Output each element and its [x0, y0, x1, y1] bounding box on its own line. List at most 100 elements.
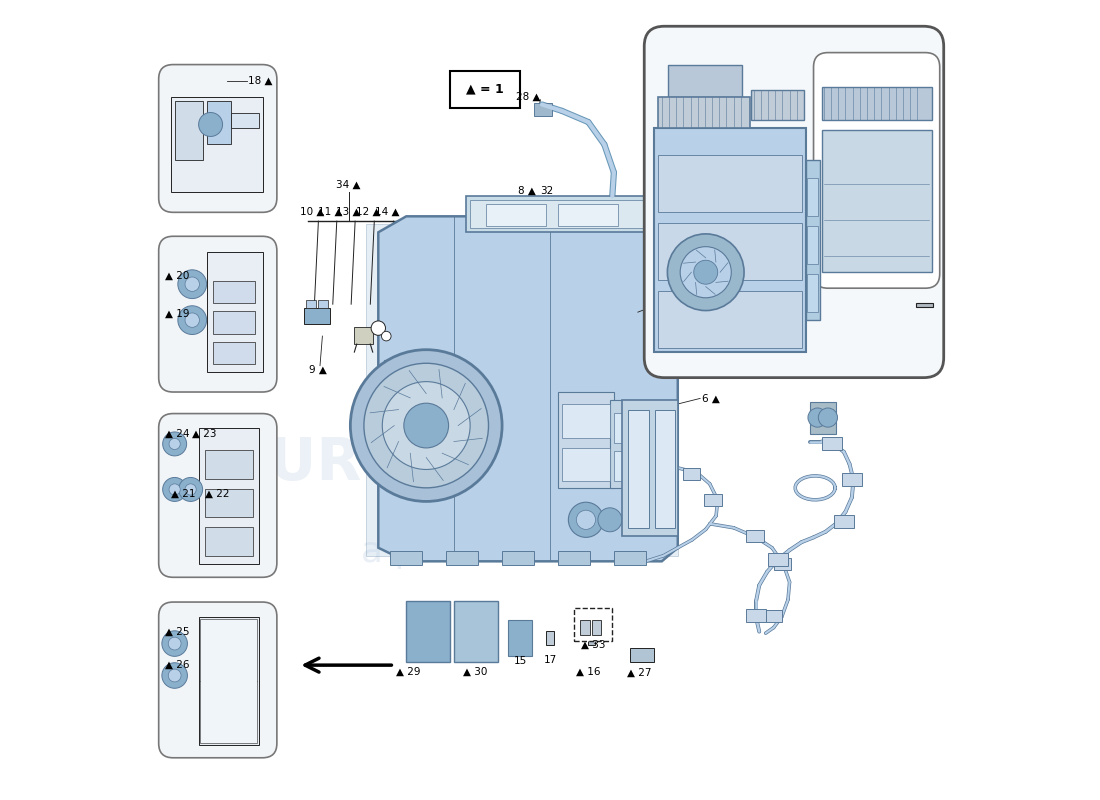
Polygon shape: [454, 602, 498, 662]
Text: 32: 32: [540, 186, 553, 196]
Text: Old solution: Old solution: [848, 236, 899, 245]
Bar: [213, 311, 254, 334]
Bar: [558, 392, 614, 488]
Text: ▲ 25: ▲ 25: [165, 626, 189, 637]
Circle shape: [178, 478, 202, 502]
Polygon shape: [470, 200, 650, 228]
Text: 6 ▲: 6 ▲: [702, 394, 719, 403]
Bar: [205, 489, 253, 518]
Circle shape: [818, 408, 837, 427]
Bar: [654, 410, 675, 528]
Bar: [823, 437, 843, 450]
Circle shape: [169, 438, 180, 450]
Circle shape: [163, 432, 187, 456]
Bar: [562, 448, 609, 482]
Bar: [805, 243, 818, 253]
Text: 12 ▲: 12 ▲: [355, 206, 381, 216]
Bar: [628, 410, 649, 528]
Bar: [834, 515, 855, 528]
Text: 4: 4: [899, 267, 905, 278]
Text: ▲ 29: ▲ 29: [396, 666, 420, 677]
Circle shape: [199, 113, 222, 137]
Polygon shape: [668, 65, 741, 97]
Bar: [658, 290, 802, 348]
Polygon shape: [378, 216, 678, 562]
Bar: [574, 608, 613, 641]
Polygon shape: [304, 308, 330, 324]
Circle shape: [178, 270, 207, 298]
Bar: [843, 474, 862, 486]
Bar: [390, 551, 422, 566]
Text: ▲ 20: ▲ 20: [165, 271, 189, 282]
FancyBboxPatch shape: [158, 414, 277, 578]
Polygon shape: [386, 300, 406, 316]
Bar: [807, 226, 818, 264]
Bar: [562, 404, 609, 438]
Text: EUROSPARES: EUROSPARES: [230, 435, 663, 492]
Polygon shape: [916, 302, 933, 307]
Bar: [764, 610, 782, 622]
Circle shape: [162, 662, 187, 688]
Polygon shape: [805, 161, 820, 320]
Circle shape: [163, 478, 187, 502]
FancyBboxPatch shape: [158, 236, 277, 392]
Circle shape: [404, 403, 449, 448]
Circle shape: [383, 382, 470, 470]
Polygon shape: [199, 618, 258, 745]
Circle shape: [576, 510, 595, 530]
Circle shape: [168, 669, 182, 682]
FancyBboxPatch shape: [450, 71, 520, 108]
Text: ▲ 33: ▲ 33: [581, 640, 605, 650]
Text: ▲ 23: ▲ 23: [192, 429, 217, 438]
Circle shape: [178, 306, 207, 334]
Polygon shape: [354, 326, 373, 344]
Circle shape: [382, 331, 392, 341]
Circle shape: [168, 637, 182, 650]
Polygon shape: [199, 428, 258, 564]
Bar: [807, 178, 818, 216]
Circle shape: [598, 508, 622, 532]
Text: a passion: a passion: [361, 534, 531, 569]
Text: Soluzione superata: Soluzione superata: [834, 222, 913, 230]
Text: 8 ▲: 8 ▲: [518, 186, 536, 196]
Bar: [773, 558, 791, 570]
Circle shape: [668, 234, 744, 310]
Text: 7 ▲: 7 ▲: [650, 301, 668, 310]
Bar: [307, 300, 316, 308]
Bar: [386, 408, 446, 452]
Text: ▲ 22: ▲ 22: [205, 489, 230, 498]
Text: 31: 31: [869, 77, 882, 87]
Text: ▲ 26: ▲ 26: [165, 660, 189, 670]
Circle shape: [169, 484, 180, 495]
Polygon shape: [200, 619, 257, 743]
Bar: [614, 413, 666, 443]
Bar: [609, 400, 670, 488]
FancyBboxPatch shape: [814, 53, 939, 288]
Bar: [747, 610, 767, 622]
Text: ▲ 27: ▲ 27: [627, 668, 651, 678]
Bar: [558, 551, 590, 566]
Circle shape: [185, 484, 196, 495]
Text: 13 ▲: 13 ▲: [337, 206, 361, 216]
Bar: [614, 551, 646, 566]
Bar: [205, 527, 253, 556]
Bar: [318, 300, 328, 308]
Polygon shape: [653, 129, 805, 352]
Text: ▲ = 1: ▲ = 1: [466, 83, 504, 96]
Polygon shape: [910, 274, 932, 278]
Text: ▲ 21: ▲ 21: [170, 489, 195, 498]
FancyBboxPatch shape: [645, 26, 944, 378]
Text: 28 ▲: 28 ▲: [516, 91, 540, 102]
Bar: [592, 621, 601, 634]
Bar: [546, 630, 554, 645]
FancyBboxPatch shape: [158, 65, 277, 212]
Bar: [805, 203, 818, 213]
Text: 11 ▲: 11 ▲: [318, 206, 342, 216]
Bar: [386, 360, 446, 404]
Bar: [534, 103, 551, 116]
Text: ▲ 30: ▲ 30: [463, 666, 487, 677]
Polygon shape: [175, 101, 202, 161]
Bar: [807, 274, 818, 312]
Bar: [630, 647, 653, 662]
Text: ▲ 24: ▲ 24: [165, 429, 189, 438]
